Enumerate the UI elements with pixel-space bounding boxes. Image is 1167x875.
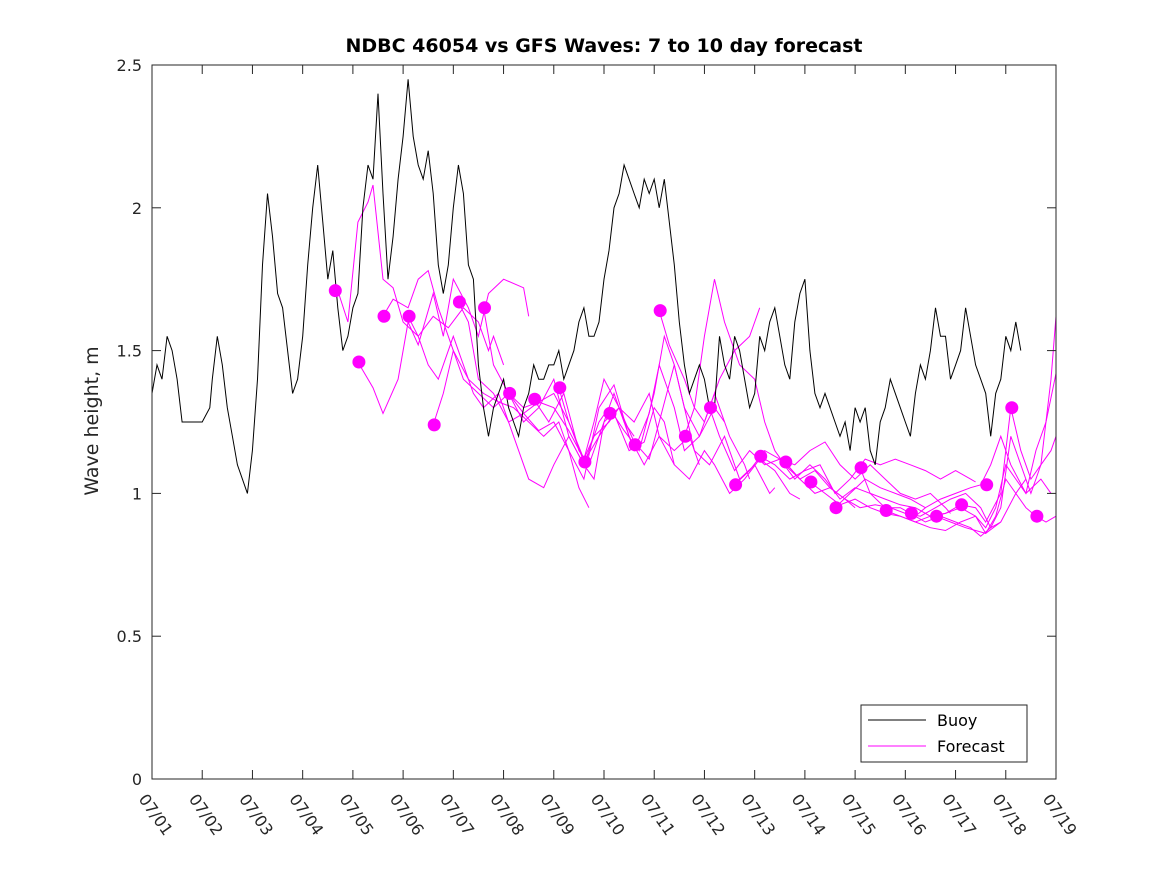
forecast-marker <box>704 401 717 415</box>
forecast-marker <box>478 301 491 315</box>
y-tick-label: 1 <box>132 484 142 503</box>
forecast-line <box>834 434 1052 509</box>
legend-label-buoy: Buoy <box>937 711 977 730</box>
forecast-marker <box>377 309 391 323</box>
forecast-marker <box>628 438 642 452</box>
y-tick-label: 0.5 <box>117 627 142 646</box>
forecast-marker <box>829 501 843 515</box>
forecast-marker <box>729 478 743 492</box>
legend: Buoy Forecast <box>860 704 1028 763</box>
forecast-marker <box>528 392 542 406</box>
legend-label-forecast: Forecast <box>937 737 1005 756</box>
forecast-line <box>910 316 1057 537</box>
marker-layer <box>328 284 1044 523</box>
series-layer <box>151 79 1057 537</box>
chart-title: NDBC 46054 vs GFS Waves: 7 to 10 day for… <box>345 35 862 57</box>
y-axis: 0 0.5 1 1.5 2 2.5 <box>117 56 1056 789</box>
forecast-line <box>734 441 951 514</box>
forecast-line <box>709 407 926 517</box>
y-axis-label: Wave height, m <box>81 346 103 495</box>
forecast-marker <box>328 284 342 298</box>
forecast-line <box>683 279 856 509</box>
forecast-line <box>809 478 1027 535</box>
forecast-line <box>885 373 1057 532</box>
forecast-marker <box>427 418 441 432</box>
forecast-marker <box>1005 401 1019 415</box>
y-tick-label: 2.5 <box>117 56 142 75</box>
forecast-marker <box>879 504 893 517</box>
forecast-marker <box>603 406 617 420</box>
forecast-marker <box>678 429 692 443</box>
forecast-marker <box>653 304 667 318</box>
forecast-marker <box>804 475 818 489</box>
forecast-line <box>457 301 700 481</box>
y-tick-label: 2 <box>132 199 142 218</box>
forecast-line <box>784 461 1002 529</box>
plot-area <box>151 64 1057 780</box>
forecast-line <box>859 407 1057 523</box>
forecast-marker <box>779 455 793 469</box>
forecast-marker <box>1030 509 1044 523</box>
forecast-line <box>658 307 761 424</box>
forecast-marker <box>402 309 416 323</box>
forecast-marker <box>503 386 517 400</box>
forecast-marker <box>930 509 943 523</box>
forecast-line <box>357 277 530 415</box>
forecast-marker <box>553 381 567 395</box>
forecast-marker <box>904 506 918 520</box>
y-tick-label: 1.5 <box>117 342 142 361</box>
forecast-line <box>759 455 976 495</box>
forecast-line <box>533 364 776 495</box>
forecast-line <box>382 269 590 508</box>
buoy-line <box>151 79 1022 494</box>
forecast-marker <box>578 455 592 469</box>
forecast-marker <box>980 478 994 492</box>
forecast-marker <box>754 449 768 463</box>
legend-box <box>860 704 1028 763</box>
forecast-marker <box>955 498 969 512</box>
forecast-line <box>432 348 675 466</box>
forecast-marker <box>352 355 366 369</box>
forecast-marker <box>854 461 868 475</box>
y-tick-label: 0 <box>132 770 142 789</box>
forecast-marker <box>452 295 466 309</box>
